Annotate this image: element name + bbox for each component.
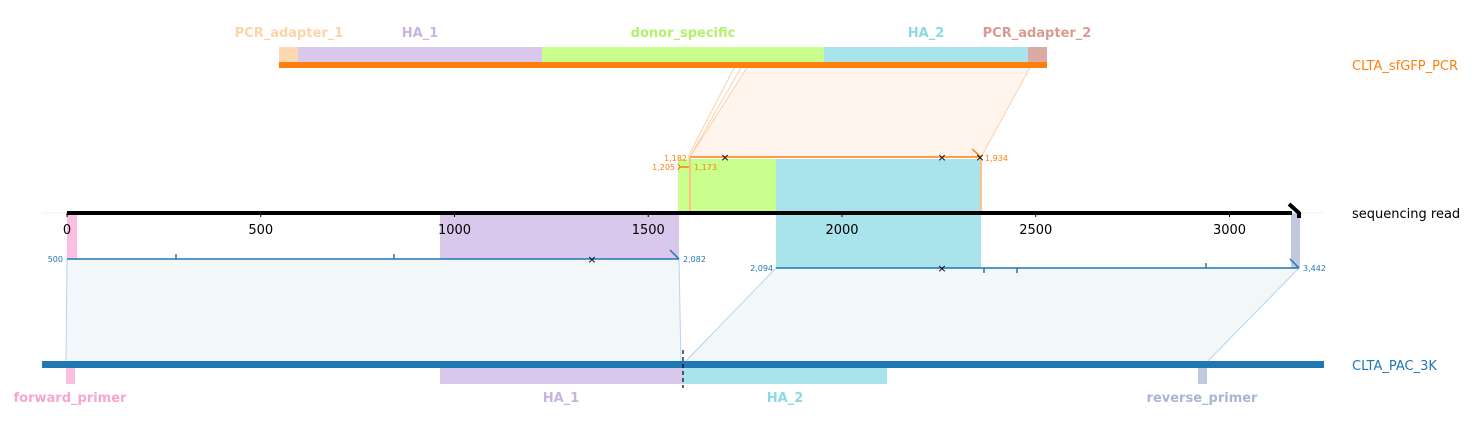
pcr-alignment-end-hook [971, 148, 982, 158]
read-axis-tick-label: 500 [248, 223, 273, 238]
genome-left-label-start: 500 [48, 255, 63, 264]
genome-feature-ha-1 [440, 368, 683, 384]
read-axis: 0 500 1000 1500 2000 2500 3000 sequencing read [42, 202, 1460, 238]
pcr-feature-label-pcr-adapter-2: PCR_adapter_2 [983, 26, 1092, 41]
mismatch-marker: × [937, 151, 946, 164]
pcr-reference-name: CLTA_sfGFP_PCR [1352, 59, 1458, 74]
read-feature-ha-1 [440, 213, 679, 259]
mismatch-marker: × [937, 262, 946, 275]
read-name: sequencing read [1352, 207, 1460, 222]
genome-reference-name: CLTA_PAC_3K [1352, 359, 1437, 374]
pcr-alignment-label-end: 1,934 [985, 154, 1008, 163]
genome-feature-label-reverse-primer: reverse_primer [1147, 391, 1259, 406]
pcr-reference-bar [279, 62, 1047, 68]
pcr-alignment: × × × 1,182 1,205 1,173 1,934 [652, 148, 1008, 213]
genome-right-label-end: 3,442 [1303, 264, 1326, 273]
pcr-alignment-label-mid: 1,173 [694, 163, 717, 172]
genome-left-end-hook [669, 249, 680, 260]
read-upper-features [678, 159, 981, 213]
mismatch-marker: × [587, 253, 596, 266]
pcr-alignment-label-start: 1,182 [664, 154, 687, 163]
read-lower-features [67, 213, 1300, 268]
pcr-alignment-band [690, 66, 1031, 157]
read-feature-ha-2-lower [776, 213, 981, 268]
genome-feature-ha-2 [683, 368, 887, 384]
genome-right-band [683, 268, 1299, 364]
pcr-reference: PCR_adapter_1 HA_1 donor_specific HA_2 P… [235, 26, 1458, 74]
pcr-feature-pcr-adapter-1 [279, 47, 298, 62]
genome-left-band [66, 259, 681, 364]
pcr-feature-label-ha-1: HA_1 [402, 26, 439, 41]
genome-band-edge [678, 258, 682, 365]
alignment-bands [65, 65, 1300, 365]
genome-feature-label-forward-primer: forward_primer [14, 391, 128, 406]
read-feature-forward-primer [67, 213, 77, 259]
read-axis-tick-label: 1000 [438, 223, 471, 238]
mismatch-marker: × [720, 151, 729, 164]
genome-feature-label-ha-2: HA_2 [767, 391, 804, 406]
genome-feature-forward-primer [66, 368, 75, 384]
read-axis-ticks: 0 500 1000 1500 2000 2500 3000 [63, 213, 1246, 238]
pcr-band-edge [683, 65, 743, 168]
pcr-feature-label-pcr-adapter-1: PCR_adapter_1 [235, 26, 344, 41]
pcr-band-edge [687, 65, 736, 158]
pcr-alignment-start-hook [677, 163, 681, 171]
genome-feature-reverse-primer [1198, 368, 1207, 384]
pcr-band-edge [689, 65, 749, 158]
pcr-feature-ha-2 [824, 47, 1028, 62]
pcr-feature-pcr-adapter-2 [1028, 47, 1047, 62]
read-axis-tick-label: 0 [63, 223, 71, 238]
read-feature-donor-specific [678, 159, 776, 213]
genome-band-edge [682, 267, 777, 365]
read-axis-tick-label: 2000 [825, 223, 858, 238]
pcr-feature-donor-specific [542, 47, 824, 62]
read-axis-arrowhead [1287, 202, 1301, 218]
genome-left-label-end: 2,082 [683, 255, 706, 264]
genome-feature-label-ha-1: HA_1 [543, 391, 580, 406]
genome-band-edge [1204, 267, 1300, 365]
read-axis-tick-label: 2500 [1019, 223, 1052, 238]
read-feature-ha-2 [776, 159, 981, 213]
genome-right-end-hook [1289, 258, 1300, 269]
pcr-feature-ha-1 [298, 47, 542, 62]
pcr-band-edge [980, 65, 1032, 158]
pcr-feature-label-donor-specific: donor_specific [631, 26, 736, 41]
genome-alignments: × 500 2,082 × 2,094 3,442 [48, 249, 1326, 275]
read-axis-tick-label: 3000 [1213, 223, 1246, 238]
mismatch-marker: × [975, 151, 984, 164]
pcr-alignment-label-start-2: 1,205 [652, 163, 675, 172]
genome-right-label-start: 2,094 [750, 264, 773, 273]
pcr-feature-label-ha-2: HA_2 [908, 26, 945, 41]
genome-band-edge [65, 258, 68, 365]
read-axis-tick-label: 1500 [632, 223, 665, 238]
genome-reference: forward_primer HA_1 HA_2 reverse_primer … [14, 350, 1437, 406]
read-feature-reverse-primer [1291, 213, 1300, 268]
